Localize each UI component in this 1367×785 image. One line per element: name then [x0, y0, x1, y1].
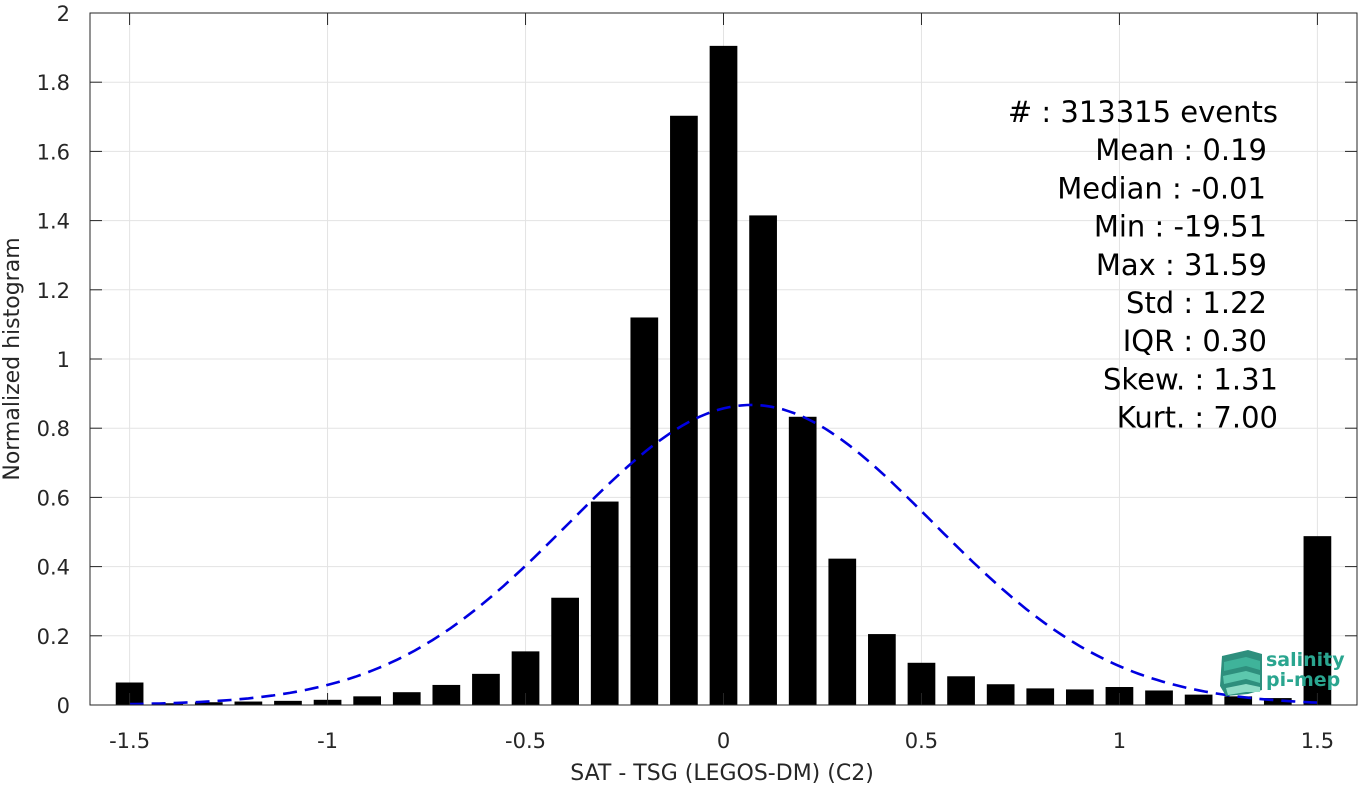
y-tick-label: 0 — [57, 694, 70, 718]
histogram-bar — [551, 597, 579, 705]
histogram-bar — [392, 692, 421, 705]
stat-line: Kurt. : 7.00 — [1117, 401, 1278, 435]
x-tick-label: -1.5 — [109, 729, 150, 753]
y-tick-label: 0.8 — [37, 417, 70, 441]
logo-text-salinity: salinity — [1266, 649, 1345, 671]
axis-ticks — [90, 12, 1357, 706]
x-tick-label: 1.5 — [1301, 729, 1334, 753]
histogram-bar — [1026, 688, 1055, 705]
x-tick-labels: -1.5 -1 -0.5 0 0.5 1 1.5 — [109, 729, 1334, 753]
stat-line: Median : -0.01 — [1057, 171, 1266, 205]
y-tick-label: 1.6 — [37, 140, 70, 164]
y-tick-label: 1.2 — [37, 279, 70, 303]
histogram-bar — [1184, 694, 1213, 705]
logo-wave-icon — [1220, 650, 1262, 696]
y-tick-labels: 0 0.2 0.4 0.6 0.8 1 1.2 1.4 1.6 1.8 2 — [37, 2, 70, 718]
stat-line: Skew. : 1.31 — [1103, 362, 1278, 396]
histogram-bar — [1065, 689, 1094, 705]
stat-line: Max : 31.59 — [1096, 248, 1267, 282]
histogram-bar — [590, 501, 619, 705]
histogram-bar — [630, 317, 659, 705]
histogram-bar — [709, 45, 738, 706]
histogram-bars — [115, 45, 1332, 706]
x-axis-label: SAT - TSG (LEGOS-DM) (C2) — [570, 761, 874, 785]
histogram-bar — [749, 215, 777, 705]
stat-line: Std : 1.22 — [1126, 286, 1267, 320]
histogram-bar — [947, 676, 975, 705]
histogram-bar — [670, 115, 698, 705]
histogram-bar — [472, 673, 500, 705]
stat-line: # : 313315 events — [1008, 95, 1278, 129]
salinity-pimep-logo: salinity pi-mep — [1220, 649, 1345, 696]
stat-line: Min : -19.51 — [1094, 210, 1267, 244]
y-tick-label: 0.6 — [37, 486, 70, 510]
histogram-bar — [274, 700, 302, 705]
histogram-bar — [868, 634, 896, 705]
y-tick-label: 1.4 — [37, 210, 70, 234]
y-tick-label: 2 — [57, 2, 70, 26]
histogram-bar — [1224, 696, 1253, 705]
x-tick-label: -0.5 — [505, 729, 546, 753]
y-axis-label: Normalized histogram — [0, 237, 25, 480]
histogram-bar — [155, 703, 184, 705]
y-tick-label: 0.2 — [37, 625, 70, 649]
logo-text-pimep: pi-mep — [1266, 669, 1340, 691]
y-tick-label: 1.8 — [37, 71, 70, 95]
histogram-bar — [1145, 690, 1173, 705]
histogram-bar — [828, 558, 857, 705]
histogram-bar — [986, 684, 1015, 705]
x-tick-label: -1 — [317, 729, 338, 753]
histogram-bar — [432, 684, 461, 705]
histogram-bar — [234, 701, 263, 705]
x-tick-label: 0.5 — [905, 729, 938, 753]
histogram-bar — [353, 696, 382, 705]
stat-line: IQR : 0.30 — [1123, 324, 1267, 358]
y-tick-label: 0.4 — [37, 556, 70, 580]
normal-fit-curve — [129, 403, 1318, 706]
histogram-bar — [788, 416, 817, 705]
stat-line: Mean : 0.19 — [1095, 133, 1267, 167]
histogram-bar — [1303, 536, 1332, 705]
histogram-bar — [194, 702, 223, 705]
y-tick-label: 1 — [57, 348, 70, 372]
x-tick-label: 1 — [1113, 729, 1126, 753]
histogram-bar — [1263, 698, 1292, 705]
x-tick-label: 0 — [717, 729, 730, 753]
statistics-annotation: # : 313315 events Mean : 0.19 Median : -0.… — [1008, 95, 1278, 435]
